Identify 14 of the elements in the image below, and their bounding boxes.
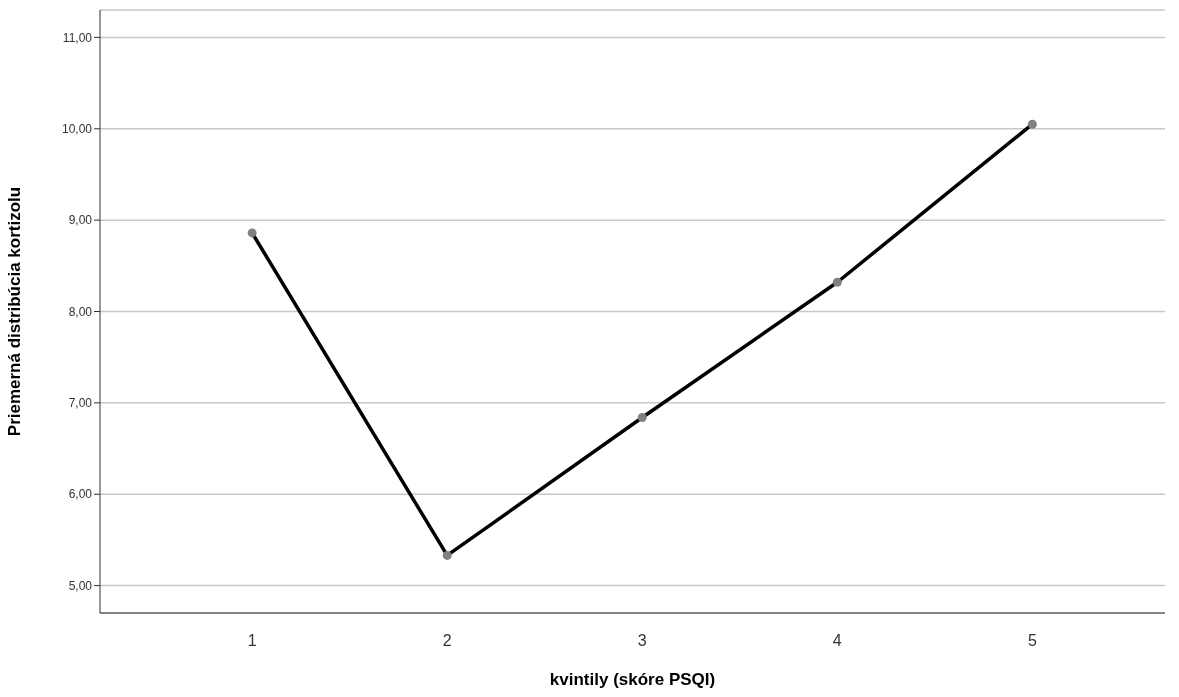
x-tick-label: 1 bbox=[247, 632, 257, 650]
x-tick-label: 2 bbox=[442, 632, 452, 650]
y-tick-label: 10,00 bbox=[61, 122, 93, 137]
x-tick-label: 4 bbox=[832, 632, 842, 650]
y-tick-label: 7,00 bbox=[68, 396, 93, 411]
x-tick-label: 3 bbox=[637, 632, 647, 650]
x-tick-label: 5 bbox=[1027, 632, 1037, 650]
y-tick-label: 9,00 bbox=[68, 213, 93, 228]
x-axis-title: kvintily (skóre PSQI) bbox=[549, 670, 716, 689]
y-tick-label: 11,00 bbox=[62, 30, 93, 45]
y-tick-label: 5,00 bbox=[68, 578, 93, 593]
y-tick-label: 6,00 bbox=[68, 487, 93, 502]
y-tick-label: 8,00 bbox=[68, 304, 93, 319]
y-axis-title: Priemerná distribúcia kortizolu bbox=[5, 186, 25, 437]
